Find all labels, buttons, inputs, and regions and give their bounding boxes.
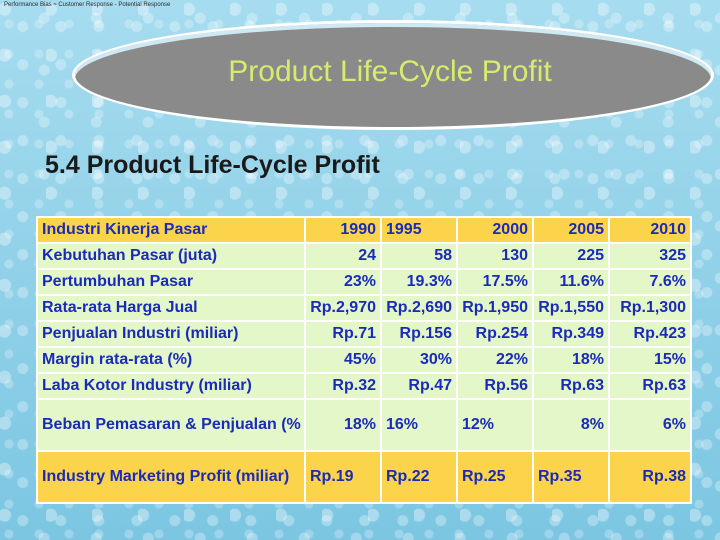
row-label: Beban Pemasaran & Penjualan (% penjualan… <box>36 398 306 452</box>
cell: 6% <box>608 398 692 452</box>
cell: 19.3% <box>380 268 458 296</box>
header-year: 2010 <box>608 216 692 244</box>
cell: 7.6% <box>608 268 692 296</box>
cell: Rp.1,300 <box>608 294 692 322</box>
cell: 23% <box>304 268 382 296</box>
cell: Rp.25 <box>456 450 534 504</box>
row-label: Kebutuhan Pasar (juta) <box>36 242 306 270</box>
cell: Rp.349 <box>532 320 610 348</box>
table-row: Rata-rata Harga Jual Rp.2,970 Rp.2,690 R… <box>36 294 692 322</box>
cell: Rp.254 <box>456 320 534 348</box>
cell: 58 <box>380 242 458 270</box>
header-label: Industri Kinerja Pasar <box>36 216 306 244</box>
cell: 130 <box>456 242 534 270</box>
row-label: Laba Kotor Industry (miliar) <box>36 372 306 400</box>
cell: 45% <box>304 346 382 374</box>
cell: Rp.1,950 <box>456 294 534 322</box>
section-heading: 5.4 Product Life-Cycle Profit <box>45 151 380 179</box>
cell: 18% <box>304 398 382 452</box>
cell: Rp.63 <box>532 372 610 400</box>
cell: Rp.156 <box>380 320 458 348</box>
cell: Rp.2,970 <box>304 294 382 322</box>
table-row: Beban Pemasaran & Penjualan (% penjualan… <box>36 398 692 452</box>
cell: 24 <box>304 242 382 270</box>
cell: 22% <box>456 346 534 374</box>
cell: Rp.47 <box>380 372 458 400</box>
cell: Rp.2,690 <box>380 294 458 322</box>
table-row: Kebutuhan Pasar (juta) 24 58 130 225 325 <box>36 242 692 270</box>
cell: 18% <box>532 346 610 374</box>
header-year: 1990 <box>304 216 382 244</box>
cell: 16% <box>380 398 458 452</box>
market-performance-table: Industri Kinerja Pasar 1990 1995 2000 20… <box>36 216 692 504</box>
table-row: Margin rata-rata (%) 45% 30% 22% 18% 15% <box>36 346 692 374</box>
cell: Rp.63 <box>608 372 692 400</box>
cell: 325 <box>608 242 692 270</box>
cell: 11.6% <box>532 268 610 296</box>
cell: 15% <box>608 346 692 374</box>
cell: 12% <box>456 398 534 452</box>
cell: Rp.38 <box>608 450 692 504</box>
cell: 8% <box>532 398 610 452</box>
header-year: 1995 <box>380 216 458 244</box>
row-label: Penjualan Industri (miliar) <box>36 320 306 348</box>
cell: Rp.71 <box>304 320 382 348</box>
cell: Rp.32 <box>304 372 382 400</box>
title-banner <box>72 20 714 130</box>
cell: 17.5% <box>456 268 534 296</box>
table-row: Pertumbuhan Pasar 23% 19.3% 17.5% 11.6% … <box>36 268 692 296</box>
header-year: 2005 <box>532 216 610 244</box>
slide-title: Product Life-Cycle Profit <box>228 55 552 88</box>
cell: Rp.1,550 <box>532 294 610 322</box>
row-label: Pertumbuhan Pasar <box>36 268 306 296</box>
row-label: Margin rata-rata (%) <box>36 346 306 374</box>
slide-header-caption: Performance Bias ≈ Customer Response - P… <box>4 2 171 8</box>
cell: Rp.22 <box>380 450 458 504</box>
cell: Rp.56 <box>456 372 534 400</box>
cell: 225 <box>532 242 610 270</box>
cell: Rp.19 <box>304 450 382 504</box>
table-row: Laba Kotor Industry (miliar) Rp.32 Rp.47… <box>36 372 692 400</box>
cell: 30% <box>380 346 458 374</box>
row-label: Rata-rata Harga Jual <box>36 294 306 322</box>
table-row-profit: Industry Marketing Profit (miliar) Rp.19… <box>36 450 692 504</box>
row-label: Industry Marketing Profit (miliar) <box>36 450 306 504</box>
cell: Rp.35 <box>532 450 610 504</box>
table-row: Penjualan Industri (miliar) Rp.71 Rp.156… <box>36 320 692 348</box>
cell: Rp.423 <box>608 320 692 348</box>
table-header-row: Industri Kinerja Pasar 1990 1995 2000 20… <box>36 216 692 244</box>
header-year: 2000 <box>456 216 534 244</box>
